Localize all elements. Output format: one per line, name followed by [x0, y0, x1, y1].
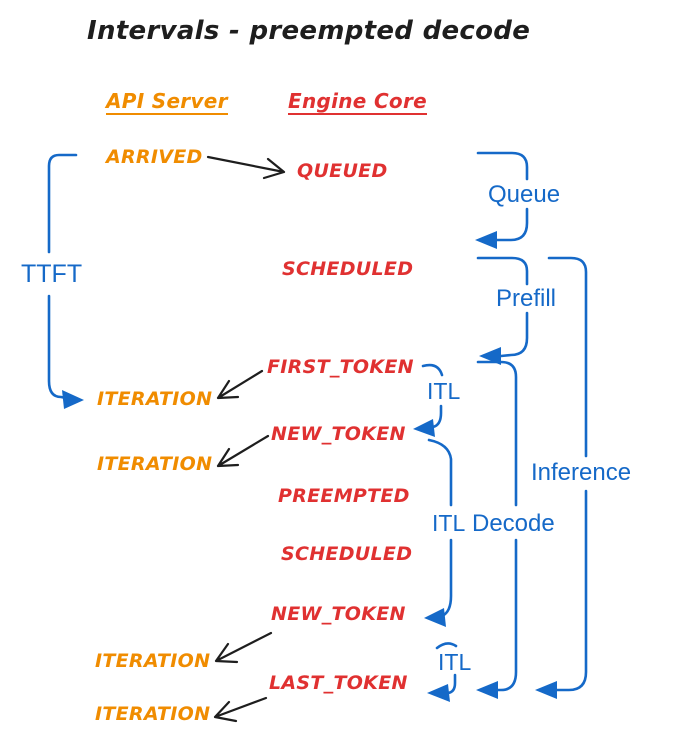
- itl2-arrowhead: [424, 608, 446, 627]
- queue-bracket-bottom: [495, 207, 529, 242]
- ttft-bracket-bottom: [47, 294, 68, 400]
- event-scheduled-2: SCHEDULED: [281, 543, 413, 565]
- ttft-arrowhead: [62, 390, 84, 409]
- event-arrived: ARRIVED: [106, 146, 203, 168]
- column-header-api-server: API Server: [106, 89, 228, 115]
- event-preempted: PREEMPTED: [278, 485, 410, 507]
- event-iteration-3: ITERATION: [95, 650, 211, 672]
- arrow-new-token-to-iteration-1: [216, 434, 270, 468]
- itl3-bracket-top: [435, 642, 458, 650]
- itl1-bracket-bottom: [431, 404, 443, 429]
- event-scheduled-1: SCHEDULED: [282, 258, 414, 280]
- interval-label-queue: Queue: [488, 181, 561, 208]
- diagram-title: Intervals - preempted decode: [87, 16, 531, 46]
- inference-bracket-top: [547, 256, 588, 458]
- itl1-arrowhead: [413, 419, 435, 437]
- interval-label-itl-preempt: ITL: [432, 510, 466, 536]
- itl2-bracket-bottom: [440, 538, 453, 618]
- event-first-token: FIRST_TOKEN: [267, 356, 414, 378]
- ttft-bracket-top: [47, 153, 78, 254]
- event-queued: QUEUED: [297, 160, 388, 182]
- column-header-engine-core: Engine Core: [288, 89, 427, 115]
- decode-bracket-bottom: [496, 538, 518, 692]
- inference-bracket-bottom: [555, 489, 588, 692]
- event-iteration-2: ITERATION: [97, 453, 213, 475]
- itl1-bracket-top: [421, 363, 444, 377]
- interval-label-itl-last: ITL: [438, 649, 472, 675]
- prefill-bracket-top: [476, 256, 529, 286]
- itl3-bracket-bottom: [446, 673, 457, 695]
- interval-label-itl-first: ITL: [427, 378, 461, 404]
- itl3-arrowhead: [427, 684, 450, 702]
- interval-label-decode: Decode: [472, 510, 555, 537]
- arrow-new-token-to-iteration-2: [214, 631, 273, 664]
- itl2-bracket-top: [427, 438, 453, 507]
- decode-bracket-top: [476, 360, 518, 507]
- event-iteration-1: ITERATION: [97, 388, 213, 410]
- event-new-token-2: NEW_TOKEN: [271, 603, 406, 625]
- event-iteration-4: ITERATION: [95, 703, 211, 725]
- queue-bracket-top: [476, 151, 529, 181]
- decode-arrowhead: [476, 681, 498, 699]
- arrow-last-token-to-iteration: [213, 696, 268, 723]
- arrow-arrived-to-queued: [206, 155, 286, 180]
- queue-arrowhead: [475, 231, 497, 249]
- interval-label-prefill: Prefill: [496, 285, 557, 312]
- interval-label-inference: Inference: [531, 459, 632, 486]
- prefill-arrowhead: [479, 347, 501, 365]
- arrow-first-token-to-iteration: [216, 369, 264, 400]
- event-last-token: LAST_TOKEN: [269, 672, 408, 694]
- prefill-bracket-bottom: [499, 311, 529, 358]
- event-new-token-1: NEW_TOKEN: [271, 423, 406, 445]
- inference-arrowhead: [535, 681, 557, 699]
- interval-label-ttft: TTFT: [21, 260, 83, 288]
